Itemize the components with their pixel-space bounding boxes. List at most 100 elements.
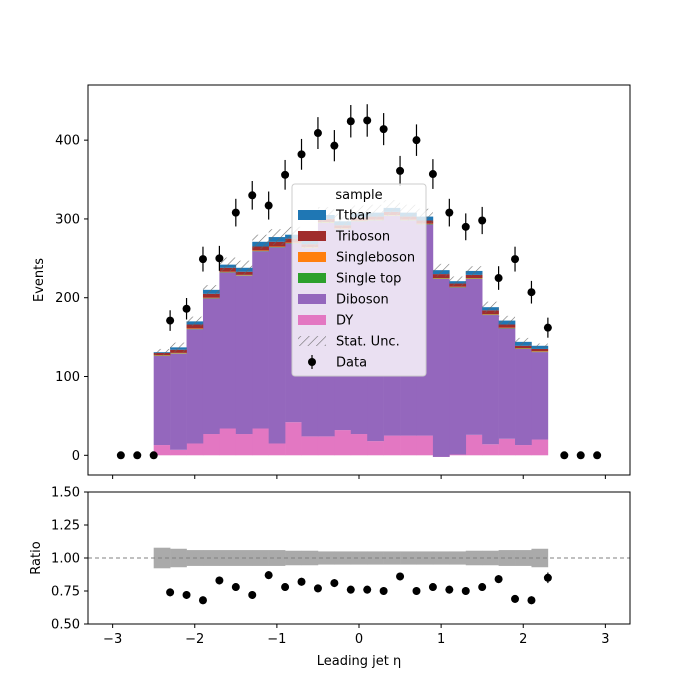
bar-dy bbox=[202, 434, 220, 456]
legend-title: sample bbox=[335, 188, 382, 203]
x-tick-label: 1 bbox=[437, 632, 445, 647]
stat-unc-band bbox=[531, 343, 548, 349]
x-axis-label: Leading jet η bbox=[317, 654, 402, 669]
ratio-point bbox=[297, 577, 306, 586]
bar-diboson bbox=[202, 298, 220, 435]
main-y-axis-label: Events bbox=[32, 258, 47, 302]
data-point bbox=[231, 208, 240, 217]
ratio-points bbox=[166, 571, 552, 605]
bar-dy bbox=[235, 434, 253, 456]
ratio-unc-bin bbox=[252, 550, 269, 566]
ratio-unc-bin bbox=[449, 551, 467, 565]
ratio-point bbox=[264, 571, 273, 580]
main-y-tick-label: 100 bbox=[55, 370, 80, 385]
bar-diboson bbox=[515, 348, 532, 446]
ratio-point bbox=[313, 584, 322, 593]
x-tick-label: 2 bbox=[519, 632, 527, 647]
ratio-unc-bin bbox=[498, 550, 516, 566]
legend-data-marker bbox=[308, 358, 316, 366]
legend-label: Diboson bbox=[336, 293, 389, 308]
ratio-point bbox=[346, 585, 355, 594]
main-y-tick-label: 200 bbox=[55, 291, 80, 306]
data-point bbox=[215, 254, 224, 263]
bar-diboson bbox=[531, 352, 549, 440]
bar-dy bbox=[334, 430, 352, 456]
data-point bbox=[461, 222, 470, 231]
data-point bbox=[346, 117, 355, 126]
stat-unc-band bbox=[515, 337, 532, 346]
ratio-y-tick-label: 0.50 bbox=[51, 618, 80, 633]
legend-swatch bbox=[298, 252, 326, 262]
bar-diboson bbox=[153, 356, 171, 446]
bar-triboson bbox=[186, 324, 204, 329]
legend-label: Single top bbox=[336, 272, 401, 287]
bar-triboson bbox=[531, 348, 549, 352]
bar-dy bbox=[383, 435, 401, 456]
data-point bbox=[511, 255, 520, 264]
bar-diboson bbox=[235, 275, 253, 435]
ratio-point bbox=[182, 590, 191, 599]
stat-unc-band bbox=[186, 316, 203, 327]
stat-unc-band bbox=[432, 263, 450, 277]
legend-label: Data bbox=[336, 356, 367, 371]
ratio-y-tick-label: 1.00 bbox=[51, 552, 80, 567]
ratio-point bbox=[478, 583, 487, 592]
data-point bbox=[396, 166, 405, 175]
ratio-point bbox=[412, 587, 421, 595]
bar-diboson bbox=[252, 251, 269, 429]
main-y-tick-label: 300 bbox=[55, 212, 80, 227]
bar-dy bbox=[498, 438, 516, 456]
legend-swatch bbox=[298, 231, 326, 241]
data-point bbox=[149, 451, 158, 460]
ratio-point bbox=[248, 590, 257, 599]
bar-triboson bbox=[465, 274, 483, 279]
legend-label: Ttbar bbox=[335, 209, 371, 224]
ratio-point bbox=[445, 585, 454, 594]
bar-dy bbox=[416, 435, 434, 456]
data-point bbox=[560, 451, 569, 460]
legend-label: DY bbox=[336, 314, 353, 329]
bar-dy bbox=[531, 439, 549, 456]
ratio-point bbox=[231, 583, 240, 592]
x-tick-label: −1 bbox=[267, 632, 286, 647]
bar-diboson bbox=[465, 278, 483, 435]
legend-label: Stat. Unc. bbox=[336, 335, 400, 350]
data-point bbox=[264, 201, 273, 210]
legend-swatch bbox=[298, 273, 326, 283]
ratio-point bbox=[330, 579, 339, 588]
ratio-y-tick-label: 0.75 bbox=[51, 585, 80, 600]
x-tick-label: 3 bbox=[601, 632, 609, 647]
legend-label: Triboson bbox=[335, 230, 390, 245]
data-point bbox=[478, 216, 487, 225]
data-point bbox=[198, 255, 207, 264]
legend-hatch-swatch bbox=[298, 336, 326, 346]
ratio-point bbox=[379, 587, 388, 595]
bar-diboson bbox=[219, 272, 237, 429]
bar-dy bbox=[170, 449, 187, 456]
ratio-point bbox=[428, 583, 437, 592]
bar-diboson bbox=[186, 329, 204, 444]
main-y-tick-label: 0 bbox=[72, 449, 80, 464]
data-point bbox=[543, 323, 552, 332]
data-point bbox=[494, 274, 503, 283]
data-point bbox=[330, 141, 339, 150]
ratio-point bbox=[543, 573, 552, 582]
stat-unc-band bbox=[482, 301, 499, 313]
data-point bbox=[576, 451, 585, 460]
data-point bbox=[166, 316, 175, 325]
ratio-y-tick-label: 1.25 bbox=[51, 519, 80, 534]
bar-dy bbox=[449, 454, 467, 456]
data-point bbox=[248, 191, 257, 200]
data-point bbox=[379, 125, 388, 134]
ratio-unc-bin bbox=[400, 551, 417, 565]
ratio-unc-bin bbox=[170, 548, 187, 568]
main-y-tick-label: 400 bbox=[55, 134, 80, 149]
bar-diboson bbox=[432, 278, 450, 457]
bar-dy bbox=[515, 445, 532, 456]
bar-dy bbox=[285, 422, 302, 456]
bar-triboson bbox=[202, 293, 220, 298]
bar-triboson bbox=[515, 345, 532, 349]
bar-dy bbox=[301, 436, 319, 456]
ratio-y-ticks: 0.50 0.75 1.00 1.25 1.50 bbox=[51, 486, 88, 633]
data-point bbox=[281, 170, 290, 179]
